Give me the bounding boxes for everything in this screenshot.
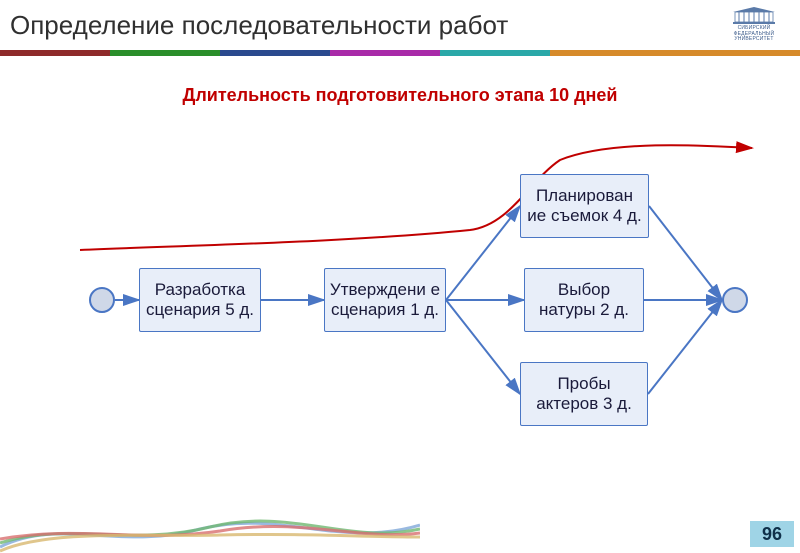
logo-text: СИБИРСКИЙ ФЕДЕРАЛЬНЫЙ УНИВЕРСИТЕТ: [722, 26, 786, 43]
building-icon: [729, 6, 779, 26]
flowchart-node: Планирован ие съемок 4 д.: [520, 174, 649, 238]
colorbar-segment: [110, 50, 220, 56]
subtitle: Длительность подготовительного этапа 10 …: [0, 85, 800, 106]
start-node: [89, 287, 115, 313]
footer-decoration: [0, 507, 420, 553]
logo: СИБИРСКИЙ ФЕДЕРАЛЬНЫЙ УНИВЕРСИТЕТ: [722, 6, 786, 43]
page-title: Определение последовательности работ: [10, 10, 508, 41]
edge: [649, 206, 722, 300]
colorbar-segment: [440, 50, 550, 56]
end-node: [722, 287, 748, 313]
edge: [648, 300, 722, 394]
flowchart-node: Разработка сценария 5 д.: [139, 268, 261, 332]
page-number: 96: [750, 521, 794, 547]
flowchart-node: Выбор натуры 2 д.: [524, 268, 644, 332]
flowchart-node: Пробы актеров 3 д.: [520, 362, 648, 426]
flowchart: Разработка сценария 5 д. Утверждени е сце…: [0, 120, 800, 500]
slide: Определение последовательности работ СИБ…: [0, 0, 800, 553]
flowchart-node: Утверждени е сценария 1 д.: [324, 268, 446, 332]
colorbar-segment: [330, 50, 440, 56]
edge: [446, 206, 520, 300]
edge: [446, 300, 520, 394]
colorbar-segment: [550, 50, 800, 56]
colorbar-segment: [0, 50, 110, 56]
colorbar-segment: [220, 50, 330, 56]
colorbar: [0, 50, 800, 56]
critical-path: [80, 145, 752, 250]
